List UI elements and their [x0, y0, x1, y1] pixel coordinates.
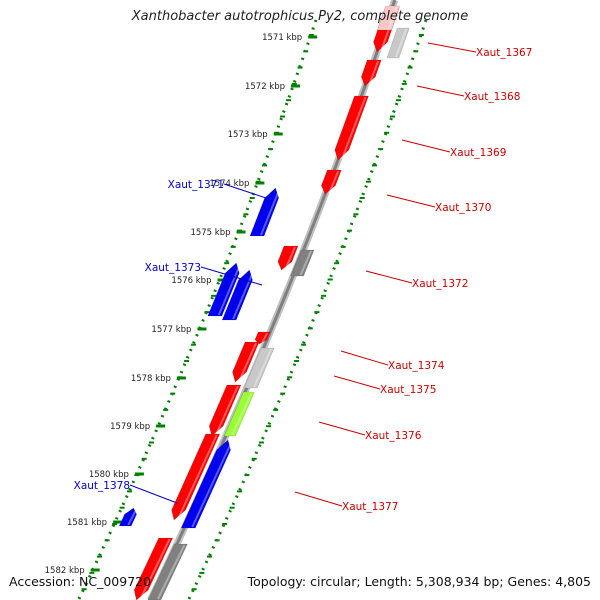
gene-feature — [243, 347, 275, 389]
gene-highlight — [127, 508, 138, 526]
kbp-tick-label: 1574 kbp — [209, 179, 249, 189]
gene-label-leader — [416, 85, 465, 97]
gene-feature — [180, 439, 231, 529]
gene-feature — [133, 537, 174, 600]
gene-highlight — [261, 332, 269, 344]
gene-label: Xaut_1368 — [464, 91, 520, 103]
kbp-tick-label: 1575 kbp — [190, 228, 230, 238]
gene-highlight — [214, 385, 239, 436]
gene-feature — [208, 384, 242, 437]
gene-highlight — [191, 440, 233, 528]
genome-summary-text: Topology: circular; Length: 5,308,934 bp… — [247, 574, 591, 589]
gene-highlight — [217, 263, 242, 316]
gene-label-leader — [365, 270, 413, 284]
gene-label-leader — [294, 491, 343, 507]
map-title: Xanthobacter autotrophicus Py2, complete… — [131, 9, 469, 24]
gene-label: Xaut_1374 — [388, 360, 445, 372]
gene-label: Xaut_1376 — [365, 430, 422, 442]
gene-highlight — [238, 342, 258, 382]
gene-label-leader — [401, 139, 451, 153]
inner-tick-track — [187, 19, 428, 600]
kbp-tick-label: 1572 kbp — [245, 82, 285, 92]
kbp-tick-label: 1573 kbp — [228, 130, 268, 140]
accession-text: Accession: NC_009720 — [9, 574, 152, 589]
gene-highlight — [232, 270, 255, 320]
kbp-tick-label: 1576 kbp — [171, 276, 211, 286]
gene-label: Xaut_1370 — [435, 202, 491, 214]
gene-highlight — [284, 246, 296, 270]
gene-feature — [321, 169, 342, 195]
gene-label-leader — [129, 484, 178, 504]
kbp-tick-label: 1578 kbp — [131, 374, 171, 384]
gene-highlight — [231, 392, 253, 436]
gene-label-leader — [223, 183, 273, 201]
gene-label: Xaut_1378 — [74, 480, 130, 492]
gene-feature — [223, 391, 255, 437]
gene-feature — [118, 507, 137, 527]
kbp-tick-label: 1579 kbp — [110, 422, 150, 432]
label-layer: Xaut_1367 Xaut_1368 Xaut_1369 Xaut_1370 Xaut… — [74, 42, 532, 513]
gene-highlight — [328, 170, 340, 194]
gene-highlight — [139, 538, 171, 600]
gene-label-leader — [333, 375, 381, 390]
gene-label-leader — [200, 266, 263, 286]
gene-label: Xaut_1372 — [412, 278, 468, 290]
gene-feature — [290, 249, 315, 277]
gene-label: Xaut_1371 — [168, 179, 224, 191]
kbp-tick-label: 1577 kbp — [151, 325, 191, 335]
gene-highlight — [299, 250, 312, 276]
gene-feature — [386, 27, 410, 59]
gene-highlight — [253, 348, 273, 388]
gene-highlight — [394, 28, 408, 58]
kbp-tick-label: 1581 kbp — [67, 518, 107, 528]
gene-label-leader — [386, 194, 436, 208]
gene-label-leader — [340, 350, 389, 366]
gene-label: Xaut_1377 — [342, 501, 398, 513]
gene-label: Xaut_1375 — [380, 384, 436, 396]
gene-highlight — [387, 6, 398, 30]
gene-feature — [277, 245, 299, 271]
gene-highlight — [177, 434, 218, 520]
gene-label-leader — [318, 421, 366, 436]
gene-feature — [334, 95, 369, 161]
gene-layer — [118, 5, 410, 600]
gene-highlight — [368, 60, 380, 86]
gene-feature — [254, 331, 271, 345]
gene-label: Xaut_1369 — [450, 147, 506, 159]
gene-label-leader — [427, 42, 477, 53]
tick-layer: 1571 kbp 1572 kbp 1573 kbp 1574 kbp 1575 kbp… — [45, 19, 428, 600]
gene-feature — [171, 433, 221, 521]
gene-highlight — [341, 96, 367, 160]
gene-highlight — [260, 188, 281, 236]
gene-label: Xaut_1373 — [145, 262, 201, 274]
gene-feature — [232, 341, 260, 383]
gene-label: Xaut_1367 — [476, 47, 532, 59]
gene-highlight — [157, 544, 186, 600]
outer-tick-track — [77, 19, 318, 600]
gene-feature — [377, 5, 401, 31]
gene-feature — [360, 59, 382, 87]
kbp-tick-label: 1580 kbp — [89, 470, 129, 480]
gene-feature — [147, 543, 188, 600]
kbp-tick-label: 1582 kbp — [45, 566, 85, 576]
kbp-tick-label: 1571 kbp — [262, 33, 302, 43]
